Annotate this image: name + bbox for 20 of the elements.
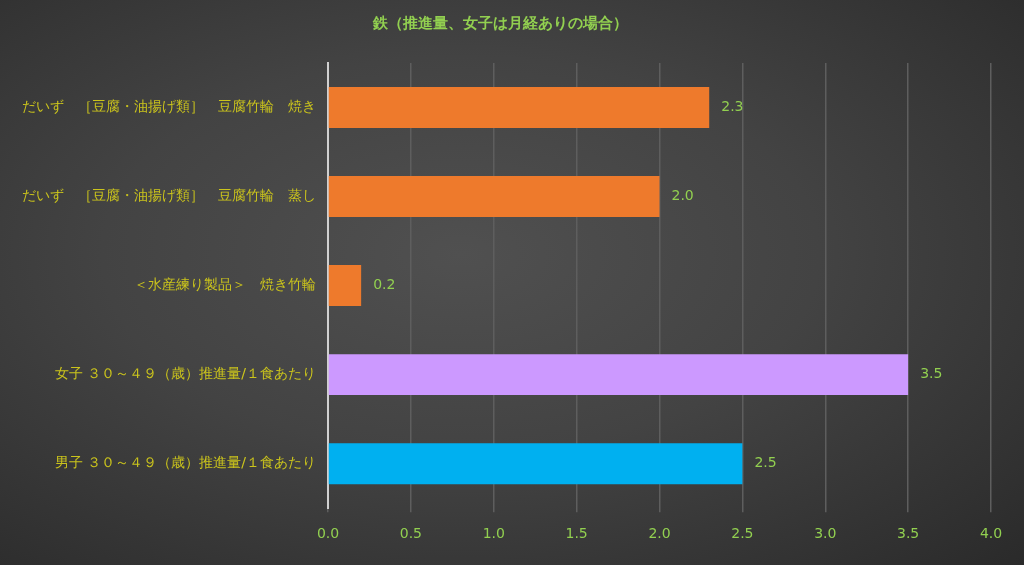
- y-tick-label: 女子 ３０～４９（歳）推進量/１食あたり: [54, 365, 316, 382]
- x-tick-label: 1.5: [565, 525, 588, 542]
- data-label: 2.3: [721, 98, 744, 115]
- chart-title: 鉄（推進量、女子は月経ありの場合）: [372, 13, 628, 32]
- x-tick-label: 0.0: [316, 525, 340, 542]
- x-tick-label: 2.5: [731, 525, 754, 542]
- data-label: 2.5: [754, 454, 777, 471]
- data-label: 2.0: [671, 187, 694, 204]
- x-tick-label: 3.0: [814, 525, 837, 542]
- y-tick-label: だいず ［豆腐・油揚げ類］ 豆腐竹輪 蒸し: [22, 187, 316, 204]
- x-tick-label: 0.5: [399, 525, 423, 542]
- data-label: 3.5: [920, 365, 943, 382]
- y-tick-label: 男子 ３０～４９（歳）推進量/１食あたり: [54, 454, 316, 471]
- y-tick-label: ＜水産練り製品＞ 焼き竹輪: [134, 276, 316, 293]
- x-tick-label: 3.5: [896, 525, 920, 542]
- x-tick-label: 4.0: [979, 525, 1003, 542]
- x-tick-label: 2.0: [648, 525, 671, 542]
- data-label: 0.2: [373, 276, 396, 293]
- y-tick-label: だいず ［豆腐・油揚げ類］ 豆腐竹輪 焼き: [22, 98, 316, 115]
- x-tick-label: 1.0: [482, 525, 505, 542]
